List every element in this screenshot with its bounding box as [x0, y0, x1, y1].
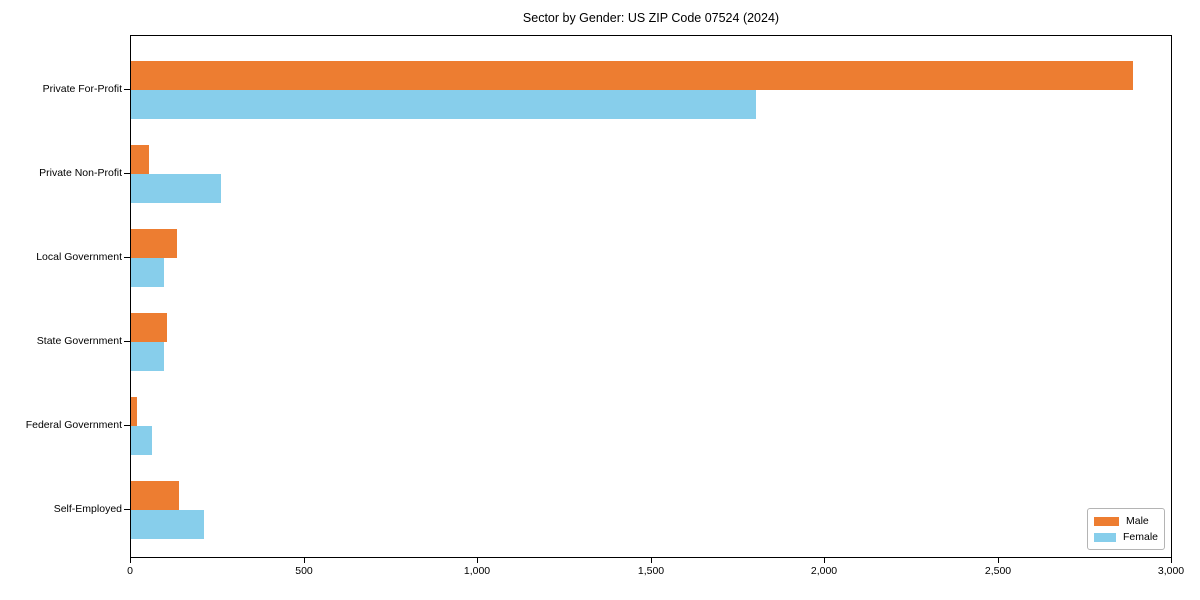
legend-label-female: Female — [1122, 531, 1158, 543]
legend: Male Female — [1087, 508, 1165, 550]
x-tick-mark — [998, 558, 999, 563]
x-tick-mark — [304, 558, 305, 563]
chart-title: Sector by Gender: US ZIP Code 07524 (202… — [522, 11, 780, 25]
bar-female-self-employed — [131, 509, 204, 539]
y-tick-mark — [124, 256, 130, 258]
x-tick-label-1,000: 1,000 — [463, 565, 491, 577]
plot-area — [130, 35, 1172, 558]
y-tick-mark — [124, 508, 130, 510]
x-tick-mark — [651, 558, 652, 563]
legend-item-male: Male — [1094, 515, 1158, 527]
y-tick-mark — [124, 88, 130, 90]
y-tick-mark — [124, 172, 130, 174]
bar-male-federal-government — [131, 396, 137, 426]
bar-male-self-employed — [131, 480, 179, 510]
bar-male-private-for-profit — [131, 60, 1133, 90]
female-swatch — [1094, 532, 1116, 542]
y-axis-label-state-government: State Government — [36, 334, 122, 347]
y-axis-label-private-for-profit: Private For-Profit — [42, 82, 122, 95]
x-tick-label-500: 500 — [295, 565, 313, 577]
bar-female-federal-government — [131, 425, 152, 455]
x-tick-label-2,500: 2,500 — [984, 565, 1012, 577]
bar-male-local-government — [131, 228, 177, 258]
legend-item-female: Female — [1094, 531, 1158, 543]
x-tick-label-0: 0 — [127, 565, 133, 577]
x-tick-label-1,500: 1,500 — [637, 565, 665, 577]
y-axis-label-private-non-profit: Private Non-Profit — [39, 166, 122, 179]
x-tick-label-3,000: 3,000 — [1157, 565, 1185, 577]
bar-male-private-non-profit — [131, 144, 149, 174]
y-axis-label-self-employed: Self-Employed — [53, 502, 122, 515]
bar-male-state-government — [131, 312, 167, 342]
y-axis-label-local-government: Local Government — [36, 250, 122, 263]
x-tick-mark — [477, 558, 478, 563]
bar-female-private-non-profit — [131, 173, 221, 203]
x-tick-mark — [1171, 558, 1172, 563]
y-tick-mark — [124, 340, 130, 342]
x-tick-label-2,000: 2,000 — [810, 565, 838, 577]
y-axis-label-federal-government: Federal Government — [25, 418, 122, 431]
male-swatch — [1094, 516, 1119, 526]
bar-female-state-government — [131, 341, 164, 371]
bar-female-local-government — [131, 257, 164, 287]
x-tick-mark — [824, 558, 825, 563]
y-tick-mark — [124, 424, 130, 426]
bar-female-private-for-profit — [131, 89, 756, 119]
x-tick-mark — [130, 558, 131, 563]
legend-label-male: Male — [1126, 515, 1149, 527]
